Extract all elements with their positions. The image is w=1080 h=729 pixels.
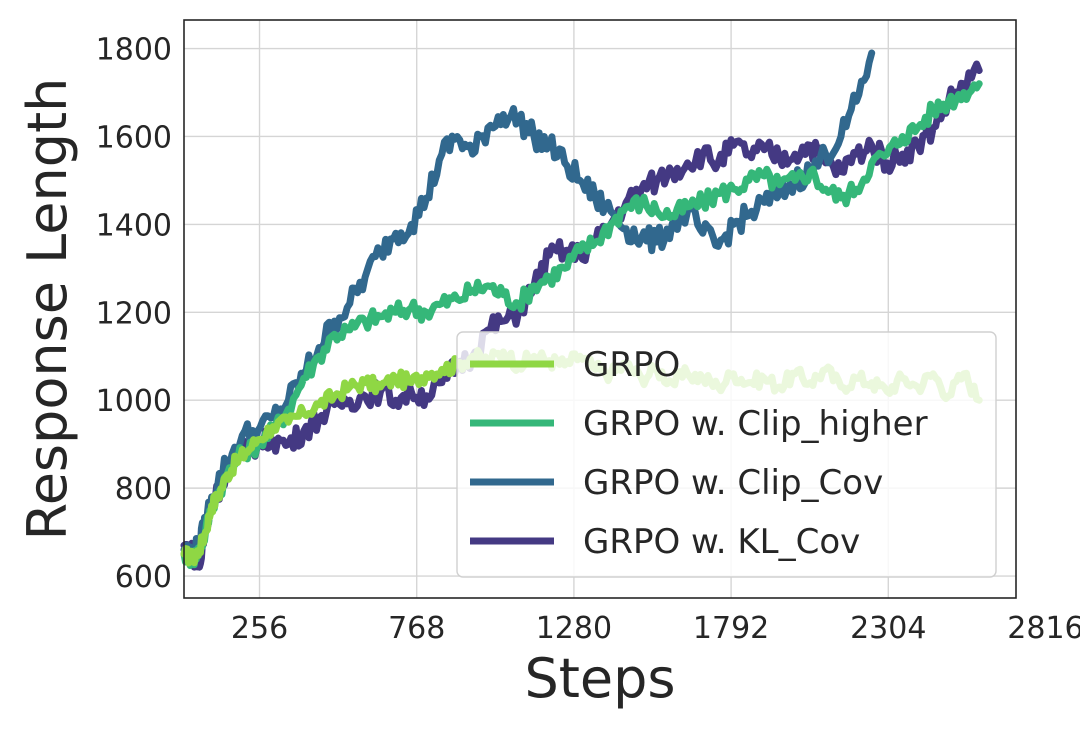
plot-frame <box>183 19 1017 599</box>
legend-label: GRPO w. Clip_Cov <box>583 463 883 503</box>
legend-label: GRPO w. Clip_higher <box>583 404 928 444</box>
x-tick-label: 1792 <box>693 611 769 646</box>
x-tick-label: 2304 <box>850 611 926 646</box>
y-axis-title: Response Length <box>16 78 79 541</box>
x-tick-label: 1280 <box>536 611 612 646</box>
y-tick-label: 1600 <box>96 120 172 155</box>
legend-entries: GRPO GRPO w. Clip_higher GRPO w. Clip_Cov G… <box>470 345 928 562</box>
x-tick-label: 256 <box>231 611 288 646</box>
series-line-grpo-w-clip-higher <box>180 80 983 569</box>
x-axis-title: Steps <box>524 647 675 710</box>
legend-label: GRPO w. KL_Cov <box>583 522 860 562</box>
y-tick-label: 800 <box>115 472 172 507</box>
y-tick-label: 1400 <box>96 208 172 243</box>
y-tick-label: 1800 <box>96 33 172 68</box>
series-line-grpo-w-kl-cov <box>180 60 983 571</box>
y-tick-label: 1000 <box>96 384 172 419</box>
legend-box <box>456 331 997 578</box>
x-tick-label: 2816 <box>1007 611 1080 646</box>
y-tick-labels: 600 800 1000 1200 1400 1600 1800 <box>96 33 172 595</box>
legend-label: GRPO <box>583 345 680 385</box>
y-tick-label: 600 <box>115 560 172 595</box>
legend: GRPO GRPO w. Clip_higher GRPO w. Clip_Cov G… <box>456 331 997 578</box>
y-tick-label: 1200 <box>96 296 172 331</box>
x-tick-labels: 256 768 1280 1792 2304 2816 <box>231 611 1080 646</box>
x-tick-label: 768 <box>388 611 445 646</box>
series-line-grpo-w-clip-cov <box>180 49 876 567</box>
